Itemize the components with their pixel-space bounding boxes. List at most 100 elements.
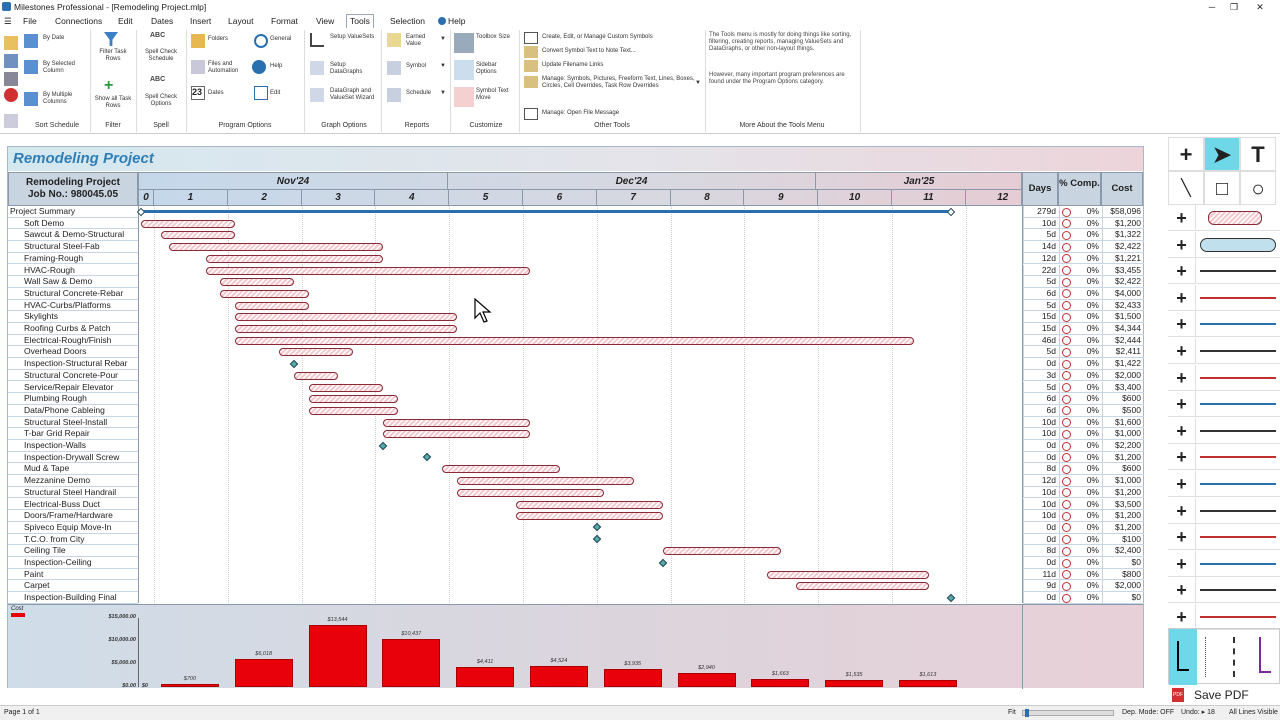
toolbox-row[interactable]: + (1168, 444, 1280, 471)
comp-cell[interactable]: 0% (1059, 545, 1102, 557)
add-tool-icon[interactable]: + (1168, 137, 1204, 171)
task-name[interactable]: T.C.O. from City (8, 534, 138, 546)
help-button[interactable]: Help (270, 63, 283, 69)
task-name[interactable]: Wall Saw & Demo (8, 276, 138, 288)
task-name[interactable]: Inspection-Drywall Screw (8, 452, 138, 464)
cost-cell[interactable]: $1,600 (1102, 416, 1144, 429)
task-bar[interactable] (382, 418, 531, 427)
filter-task-rows-button[interactable]: Filter Task Rows (99, 49, 127, 62)
task-name[interactable]: Inspection-Structural Rebar (8, 358, 138, 370)
days-cell[interactable]: 12d (1023, 475, 1059, 487)
task-bar[interactable] (140, 219, 236, 228)
task-bar[interactable] (168, 243, 383, 252)
task-name[interactable]: HVAC-Curbs/Platforms (8, 300, 138, 312)
days-cell[interactable]: 5d (1023, 299, 1059, 312)
cost-cell[interactable]: $58,096 (1102, 206, 1144, 218)
box-tool-icon[interactable]: □ (1204, 171, 1240, 205)
comp-cell[interactable]: 0% (1059, 580, 1102, 593)
earned-value-dropdown-icon[interactable]: ▼ (440, 36, 446, 42)
toolbox-size-button[interactable]: Toolbox Size (476, 34, 511, 40)
task-bar[interactable] (456, 488, 605, 497)
menu-file[interactable]: File (23, 16, 37, 26)
days-cell[interactable]: 9d (1023, 580, 1059, 593)
update-links-button[interactable]: Update Filename Links (542, 62, 604, 68)
comp-cell[interactable]: 0% (1059, 252, 1102, 265)
task-bar[interactable] (515, 500, 664, 509)
add-symbol-icon[interactable]: + (1168, 604, 1196, 630)
task-name[interactable]: Structural Steel Handrail (8, 487, 138, 499)
days-cell[interactable]: 279d (1023, 206, 1059, 218)
comp-cell[interactable]: 0% (1059, 510, 1102, 522)
task-name[interactable]: Mud & Tape (8, 463, 138, 476)
cost-cell[interactable]: $0 (1102, 592, 1144, 604)
star-sym-icon[interactable] (1200, 264, 1276, 273)
menu-connections[interactable]: Connections (55, 16, 103, 26)
task-name[interactable]: Framing-Rough (8, 253, 138, 265)
summary-bar[interactable] (140, 210, 952, 213)
comp-cell[interactable]: 0% (1059, 264, 1102, 277)
cost-cell[interactable]: $100 (1102, 533, 1144, 546)
milestone-diamond[interactable] (289, 359, 299, 368)
days-cell[interactable]: 0d (1023, 521, 1059, 534)
days-cell[interactable]: 5d (1023, 276, 1059, 288)
toolbox-row[interactable]: + (1168, 524, 1280, 551)
bar-rounded-sym-icon[interactable] (1200, 237, 1276, 252)
days-cell[interactable]: 5d (1023, 346, 1059, 359)
menu-tools[interactable]: Tools (346, 14, 374, 28)
dates-button[interactable]: Dates (208, 90, 224, 96)
cost-cell[interactable]: $3,500 (1102, 498, 1144, 511)
add-symbol-icon[interactable]: + (1168, 524, 1196, 551)
task-name[interactable]: Mezzanine Demo (8, 475, 138, 487)
task-name[interactable]: Project Summary (8, 206, 138, 218)
add-symbol-icon[interactable]: + (1168, 577, 1196, 604)
comp-cell[interactable]: 0% (1059, 568, 1102, 581)
circle-line-sym-icon[interactable] (1200, 583, 1276, 592)
cost-cell[interactable]: $1,322 (1102, 229, 1144, 242)
task-bar[interactable] (235, 313, 457, 322)
days-cell[interactable]: 0d (1023, 592, 1059, 604)
add-symbol-icon[interactable]: + (1168, 338, 1196, 364)
general-button[interactable]: General (270, 36, 292, 42)
task-name[interactable]: Skylights (8, 311, 138, 323)
days-cell[interactable]: 10d (1023, 510, 1059, 522)
add-symbol-icon[interactable]: + (1168, 391, 1196, 418)
task-name[interactable]: Carpet (8, 580, 138, 593)
thick-arrow-sym-icon[interactable] (1200, 504, 1276, 512)
task-name[interactable]: Ceiling Tile (8, 545, 138, 557)
milestone-diamond[interactable] (378, 441, 388, 450)
job-header[interactable]: Remodeling Project Job No.: 980045.05 (8, 172, 138, 206)
days-cell[interactable]: 46d (1023, 334, 1059, 347)
comp-cell[interactable]: 0% (1059, 486, 1102, 499)
cost-bar[interactable] (529, 666, 588, 687)
comp-cell[interactable]: 0% (1059, 557, 1102, 569)
cost-bar[interactable] (825, 679, 884, 687)
task-bar[interactable] (205, 266, 531, 275)
task-bar[interactable] (235, 301, 309, 310)
milestone-diamond[interactable] (592, 523, 602, 532)
schedule-report-button[interactable]: Schedule (406, 90, 432, 96)
setup-valuesets-button[interactable]: Setup ValueSets (330, 34, 375, 40)
comp-cell[interactable]: 0% (1059, 287, 1102, 300)
menu-insert[interactable]: Insert (190, 16, 212, 26)
days-cell[interactable]: 10d (1023, 428, 1059, 440)
spell-check-schedule-button[interactable]: Spell Check Schedule (144, 49, 177, 62)
save-pdf-button[interactable]: PDF Save PDF (1170, 685, 1280, 705)
task-name[interactable]: Paint (8, 569, 138, 581)
cost-cell[interactable]: $2,400 (1102, 545, 1144, 557)
task-bar[interactable] (235, 336, 915, 345)
dep-mode-status[interactable]: Dep. Mode: OFF (1122, 709, 1175, 716)
cost-cell[interactable]: $600 (1102, 463, 1144, 476)
task-name[interactable]: Electrical-Rough/Finish (8, 335, 138, 347)
folders-button[interactable]: Folders (208, 36, 229, 42)
chevron-sym-icon[interactable] (1200, 530, 1276, 539)
add-symbol-icon[interactable]: + (1168, 471, 1196, 497)
days-cell[interactable]: 22d (1023, 264, 1059, 277)
line-tool-icon[interactable]: ╲ (1168, 171, 1204, 205)
toolbox-row[interactable]: + (1168, 471, 1280, 497)
cost-datagraph[interactable]: Cost $15,000.00 $10,000.00 $5,000.00 $0.00 $… (8, 604, 1143, 689)
task-bar[interactable] (220, 289, 309, 298)
toolbox-row[interactable]: + (1168, 205, 1280, 231)
cost-cell[interactable]: $1,422 (1102, 358, 1144, 370)
cost-cell[interactable]: $2,000 (1102, 369, 1144, 382)
cost-cell[interactable]: $1,000 (1102, 475, 1144, 487)
